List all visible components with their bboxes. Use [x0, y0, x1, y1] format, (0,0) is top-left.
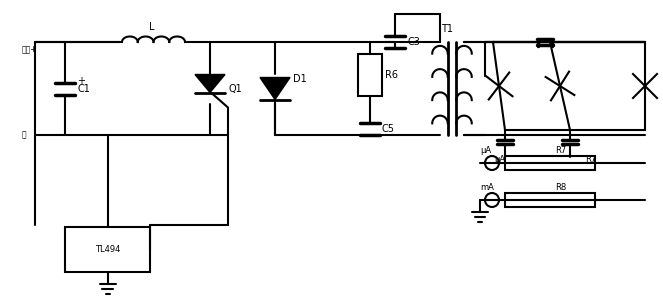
Bar	[505, 156, 595, 170]
Text: mA: mA	[480, 183, 494, 192]
Text: μA: μA	[480, 146, 491, 155]
Text: R7: R7	[585, 155, 596, 164]
Text: L: L	[149, 22, 154, 32]
Bar	[358, 53, 382, 95]
Polygon shape	[260, 77, 290, 99]
Text: T1: T1	[441, 24, 453, 34]
Text: R6: R6	[385, 69, 398, 80]
Text: 地: 地	[22, 130, 27, 139]
Text: C3: C3	[407, 37, 420, 47]
Text: C5: C5	[382, 123, 395, 134]
Text: TL494: TL494	[95, 245, 120, 254]
Text: Q1: Q1	[228, 84, 242, 94]
Text: D1: D1	[293, 73, 307, 84]
Text: μA: μA	[495, 155, 506, 164]
Text: R7: R7	[555, 146, 566, 155]
Text: C1: C1	[77, 84, 90, 94]
Bar	[505, 193, 595, 207]
Polygon shape	[195, 75, 225, 92]
Text: +: +	[77, 76, 85, 86]
Text: R8: R8	[555, 183, 566, 192]
Bar	[65, 227, 150, 272]
Text: 输入+: 输入+	[22, 45, 38, 53]
